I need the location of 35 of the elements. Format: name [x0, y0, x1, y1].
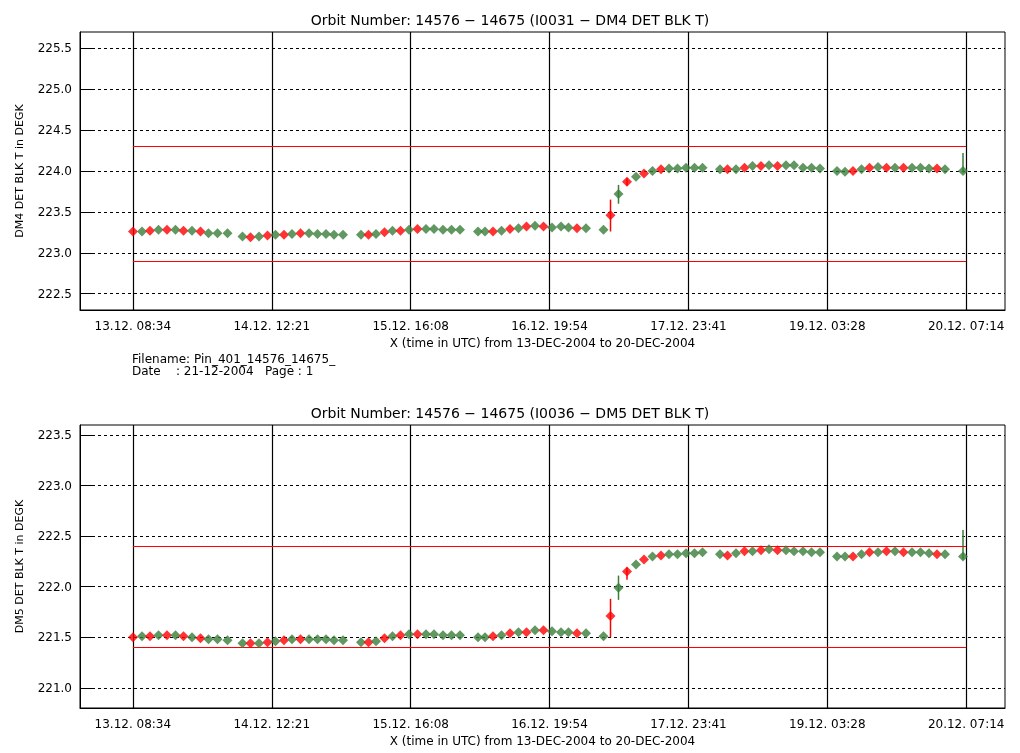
y-tick-label: 223.0	[37, 478, 72, 493]
x-tick-label: 14.12. 12:21	[233, 319, 311, 333]
y-tick-label: 225.5	[37, 41, 72, 56]
x-tick-label: 20.12. 07:14	[927, 319, 1005, 333]
chart-title: Orbit Number: 14576 − 14675 (I0036 − DM5 DET BLK T)	[310, 405, 710, 421]
x-axis-title: X (time in UTC) from 13-DEC-2004 to 20-DEC-2004	[389, 335, 696, 350]
x-tick-label: 19.12. 03:28	[789, 717, 866, 731]
y-tick-label: 222.5	[37, 286, 72, 301]
x-tick-label: 16.12. 19:54	[511, 717, 588, 731]
y-tick-label: 223.5	[37, 204, 72, 219]
y-tick-label: 223.0	[37, 245, 72, 260]
text: Filename: Pin_401_14576_14675_	[132, 352, 337, 366]
y-tick-label: 221.5	[37, 630, 72, 645]
x-tick-label: 16.12. 19:54	[511, 319, 588, 333]
x-tick-label: 19.12. 03:28	[789, 319, 866, 333]
y-axis-title: DM4 DET BLK T in DEGK	[13, 103, 26, 238]
text: Date : 21-12-2004 Page : 1	[132, 364, 314, 378]
x-tick-label: 14.12. 12:21	[233, 717, 311, 731]
y-tick-label: 222.0	[37, 579, 72, 594]
x-tick-label: 17.12. 23:41	[650, 319, 727, 333]
x-tick-label: 13.12. 08:34	[94, 717, 172, 731]
x-tick-label: 17.12. 23:41	[650, 717, 727, 731]
y-axis-title: DM5 DET BLK T in DEGK	[13, 499, 26, 634]
y-tick-label: 224.5	[37, 123, 72, 138]
x-tick-label: 15.12. 16:08	[372, 717, 449, 731]
x-tick-label: 13.12. 08:34	[94, 319, 172, 333]
y-tick-label: 225.0	[37, 82, 72, 97]
y-tick-label: 222.5	[37, 529, 72, 544]
x-tick-label: 20.12. 07:14	[927, 717, 1005, 731]
chart-title: Orbit Number: 14576 − 14675 (I0031 − DM4 DET BLK T)	[310, 12, 710, 28]
y-tick-label: 223.5	[37, 428, 72, 443]
x-tick-label: 15.12. 16:08	[372, 319, 449, 333]
y-tick-label: 221.0	[37, 680, 72, 695]
x-axis-title: X (time in UTC) from 13-DEC-2004 to 20-DEC-2004	[389, 733, 696, 748]
y-tick-label: 224.0	[37, 164, 72, 178]
